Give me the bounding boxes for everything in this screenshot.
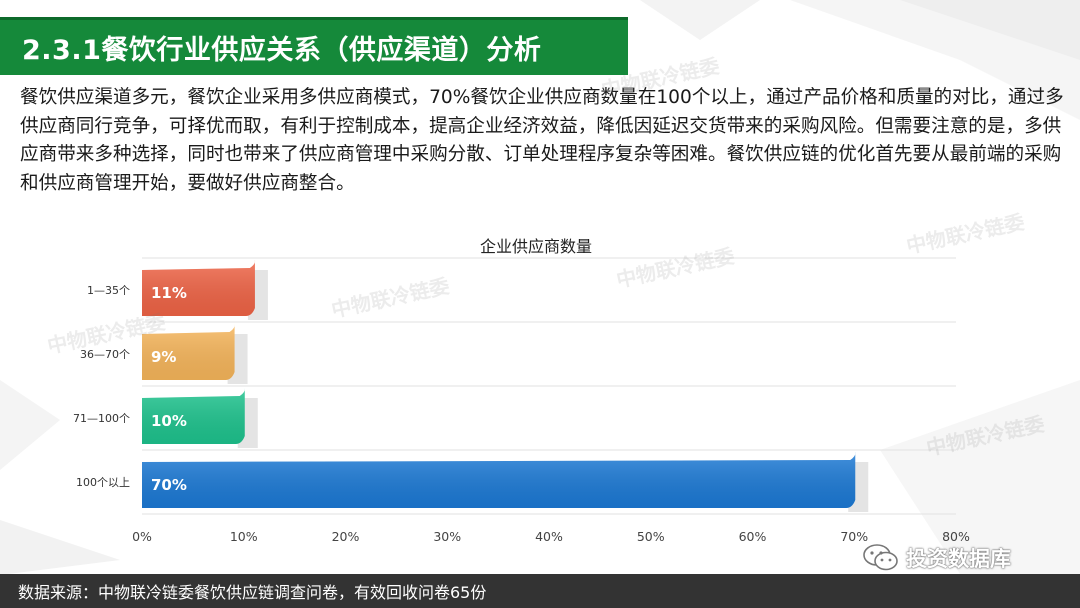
- supplier-count-chart: 0% 10% 20% 30% 40% 50% 60% 70% 80% 11% 1—35个 9% 36—7…: [73, 257, 970, 544]
- chart-title: 企业供应商数量: [0, 233, 1080, 257]
- chart-title-text: 企业供应商数量: [479, 237, 592, 256]
- chart-labels: 0% 10% 20% 30% 40% 50% 60% 70% 80% 11% 1—35个 9% 36—7…: [73, 284, 970, 544]
- chart-grid: [142, 257, 956, 515]
- x-tick-label: 0%: [132, 529, 152, 544]
- x-tick-label: 30%: [433, 529, 461, 544]
- category-label: 71—100个: [73, 412, 130, 425]
- source-footer: 数据来源：中物联冷链委餐饮供应链调查问卷，有效回收问卷65份: [0, 574, 1080, 608]
- wechat-brand: 投资数据库: [862, 541, 1011, 575]
- bar-gloss: [142, 452, 856, 508]
- x-tick-label: 60%: [739, 529, 767, 544]
- slide-title-text: 2.3.1餐饮行业供应关系（供应渠道）分析: [22, 35, 542, 66]
- category-label: 1—35个: [87, 284, 130, 297]
- x-tick-label: 80%: [942, 529, 970, 544]
- x-tick-label: 40%: [535, 529, 563, 544]
- bar-gloss: [142, 388, 245, 444]
- chart-bars: [142, 260, 869, 512]
- source-text: 数据来源：中物联冷链委餐饮供应链调查问卷，有效回收问卷65份: [18, 583, 487, 602]
- category-label: 36—70个: [80, 348, 130, 361]
- x-tick-label: 10%: [230, 529, 258, 544]
- brand-name: 投资数据库: [906, 547, 1011, 571]
- bar-value-label: 10%: [151, 412, 187, 430]
- x-tick-label: 70%: [840, 529, 868, 544]
- intro-paragraph: 餐饮供应渠道多元，餐饮企业采用多供应商模式，70%餐饮企业供应商数量在100个以…: [20, 87, 1064, 194]
- bar-gloss: [142, 324, 235, 380]
- bar-value-label: 70%: [151, 476, 187, 494]
- wechat-icon: [863, 544, 898, 571]
- bar-value-label: 11%: [151, 284, 187, 302]
- slide-title: 2.3.1餐饮行业供应关系（供应渠道）分析: [0, 17, 628, 75]
- bar-gloss: [142, 260, 256, 316]
- category-label: 100个以上: [76, 476, 130, 489]
- bar-value-label: 9%: [151, 348, 176, 366]
- x-tick-label: 20%: [332, 529, 360, 544]
- x-tick-label: 50%: [637, 529, 665, 544]
